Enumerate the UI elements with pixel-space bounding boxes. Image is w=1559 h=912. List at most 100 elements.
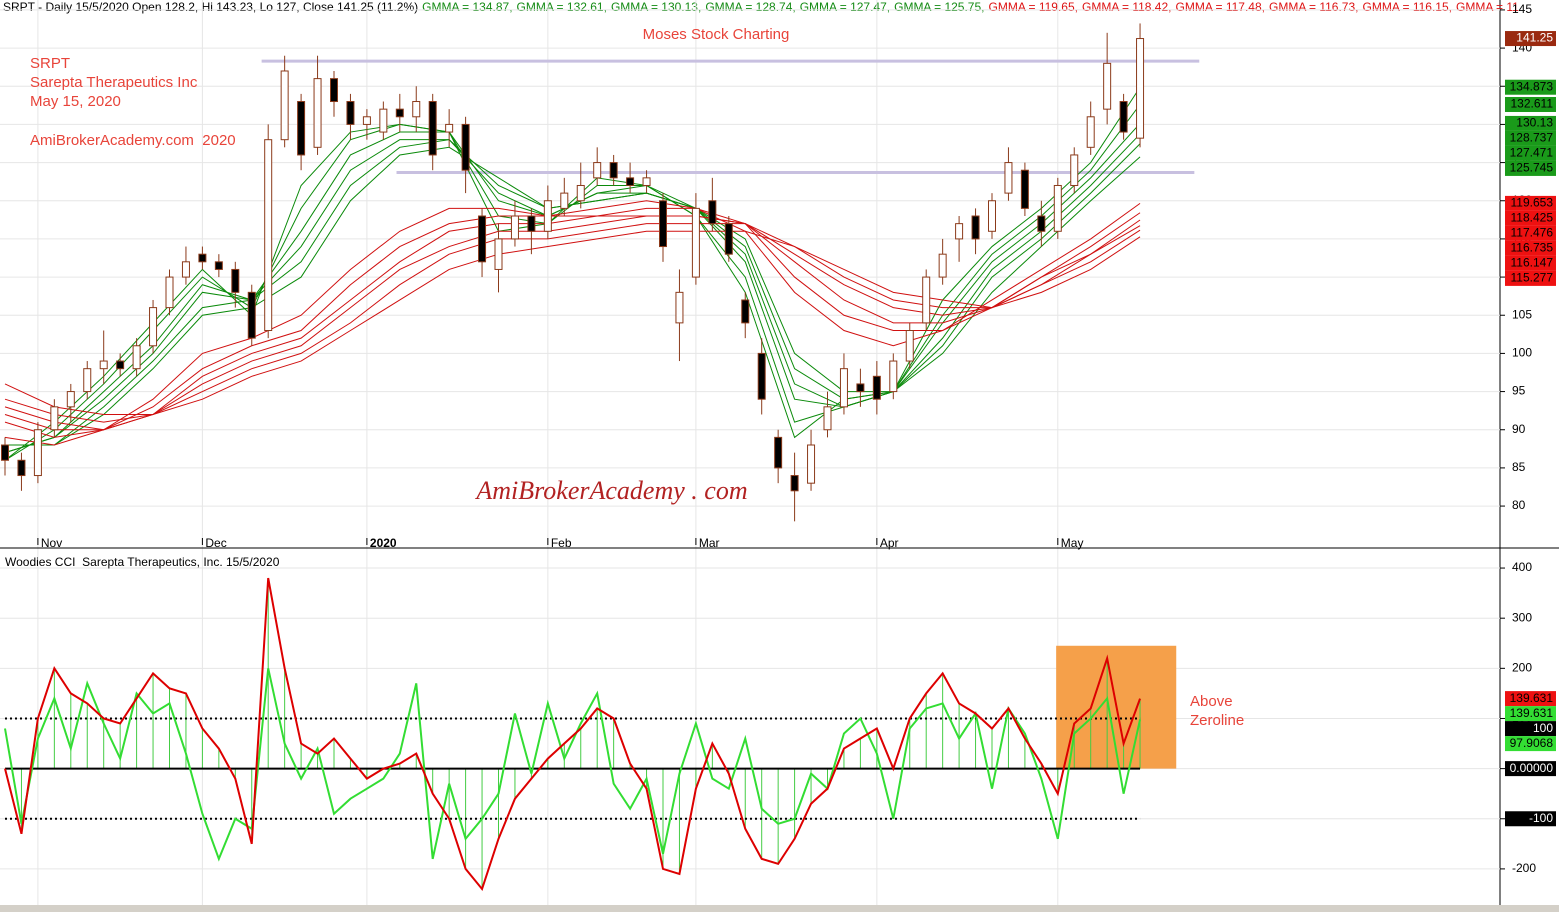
candle-body (1004, 162, 1013, 194)
gmma-line (4, 230, 1141, 415)
site-label: AmiBrokerAcademy.com 2020 (30, 132, 236, 149)
candle-body (1, 444, 9, 461)
value-label-box (1505, 691, 1556, 707)
candle-body (214, 261, 223, 270)
value-label-box (1505, 721, 1556, 737)
candle-body (1119, 101, 1128, 133)
y-tick-label: 85 (1512, 460, 1526, 474)
value-label: 128.737 (1510, 131, 1554, 145)
value-label: 119.653 (1511, 196, 1554, 210)
header-segment: GMMA = 125.75, (894, 0, 984, 14)
candle-body (543, 200, 552, 232)
y-tick-label: 200 (1512, 661, 1532, 675)
candle-body (675, 291, 684, 324)
value-label-box (1505, 706, 1556, 722)
x-tick-label: Nov (41, 536, 62, 550)
value-label-box (1505, 225, 1556, 241)
value-label: 116.147 (1511, 256, 1554, 270)
candle-body (905, 330, 914, 362)
candle-body (1053, 184, 1062, 232)
header: SRPT - Daily 15/5/2020 Open 128.2, Hi 14… (3, 0, 1519, 14)
header-segment: GMMA = 132.61, (517, 0, 607, 14)
candle-body (17, 459, 26, 477)
candle-body (264, 139, 273, 332)
candle-body (1037, 215, 1046, 232)
annotation: Above (1190, 693, 1233, 710)
candle-body (1136, 38, 1145, 139)
candle-body (1070, 154, 1079, 186)
date-label: May 15, 2020 (30, 93, 121, 110)
value-label: 100 (1533, 721, 1553, 735)
candle-body (938, 253, 947, 278)
candle-body (247, 291, 256, 339)
candle-body (889, 360, 898, 393)
candle-body (560, 192, 569, 209)
sheet-tabs (0, 905, 1559, 912)
candle-body (149, 307, 158, 347)
candle-body (691, 207, 700, 278)
header-segment: GMMA = 118.42, (1082, 0, 1172, 14)
y-tick-label: 100 (1512, 346, 1532, 360)
candle-body (362, 116, 371, 125)
header-segment: GMMA = 127.47, (800, 0, 890, 14)
candle-body (33, 429, 42, 477)
candle-body (379, 108, 388, 133)
value-label: 139.631 (1510, 706, 1554, 720)
gmma-line (5, 146, 1141, 446)
header-segment: GMMA = 11 (1456, 0, 1519, 14)
candle-body (50, 406, 59, 431)
y-tick-label: 95 (1512, 384, 1526, 398)
value-label: 130.13 (1516, 116, 1553, 130)
candle-body (708, 200, 717, 225)
candle-body (609, 162, 618, 179)
candle-body (872, 375, 881, 400)
candle-body (955, 223, 964, 240)
value-label-box (1505, 736, 1556, 752)
y-tick-label: 80 (1512, 498, 1526, 512)
header-segment: GMMA = 117.48, (1176, 0, 1266, 14)
x-tick-label: Feb (551, 536, 572, 550)
value-label: 115.277 (1511, 271, 1554, 285)
value-label-box (1505, 130, 1556, 146)
value-label-box (1505, 195, 1556, 211)
value-label: 134.873 (1510, 79, 1554, 93)
x-tick-label: Mar (699, 536, 720, 550)
gmma-line (4, 223, 1141, 423)
value-label-box (1505, 145, 1556, 161)
value-label: 97.9068 (1510, 736, 1554, 750)
candle-body (856, 383, 865, 393)
candle-body (971, 215, 980, 240)
candle-body (593, 162, 602, 179)
value-label-box (1505, 210, 1556, 226)
y-tick-label: 300 (1512, 610, 1532, 624)
candle-body (428, 101, 437, 156)
value-label-box (1505, 96, 1556, 112)
value-label-box (1505, 270, 1556, 286)
candle-body (297, 101, 306, 156)
value-label: 127.471 (1510, 146, 1554, 160)
candle-body (1103, 62, 1112, 110)
x-tick-label: Apr (880, 536, 899, 550)
candle-body (839, 368, 848, 408)
candle-body (198, 253, 207, 263)
candle-body (116, 360, 125, 370)
chart-title: Moses Stock Charting (643, 26, 790, 43)
value-label-box (1505, 115, 1556, 131)
candle-body (313, 78, 322, 148)
x-tick-label: May (1061, 536, 1084, 550)
candle-body (988, 200, 996, 232)
gmma-line (4, 215, 1141, 431)
gmma-line (4, 86, 1141, 461)
value-label-box (1505, 811, 1556, 827)
ticker-label: SRPT (30, 55, 70, 72)
y-tick-label: 400 (1512, 560, 1532, 574)
candle-body (231, 268, 240, 293)
value-label-box (1505, 79, 1556, 95)
value-label: 118.425 (1511, 211, 1554, 225)
value-label: 132.611 (1511, 97, 1554, 111)
candle-body (83, 368, 92, 393)
candle-body (823, 406, 832, 431)
candle-body (330, 78, 338, 103)
value-label-box (1505, 761, 1556, 777)
